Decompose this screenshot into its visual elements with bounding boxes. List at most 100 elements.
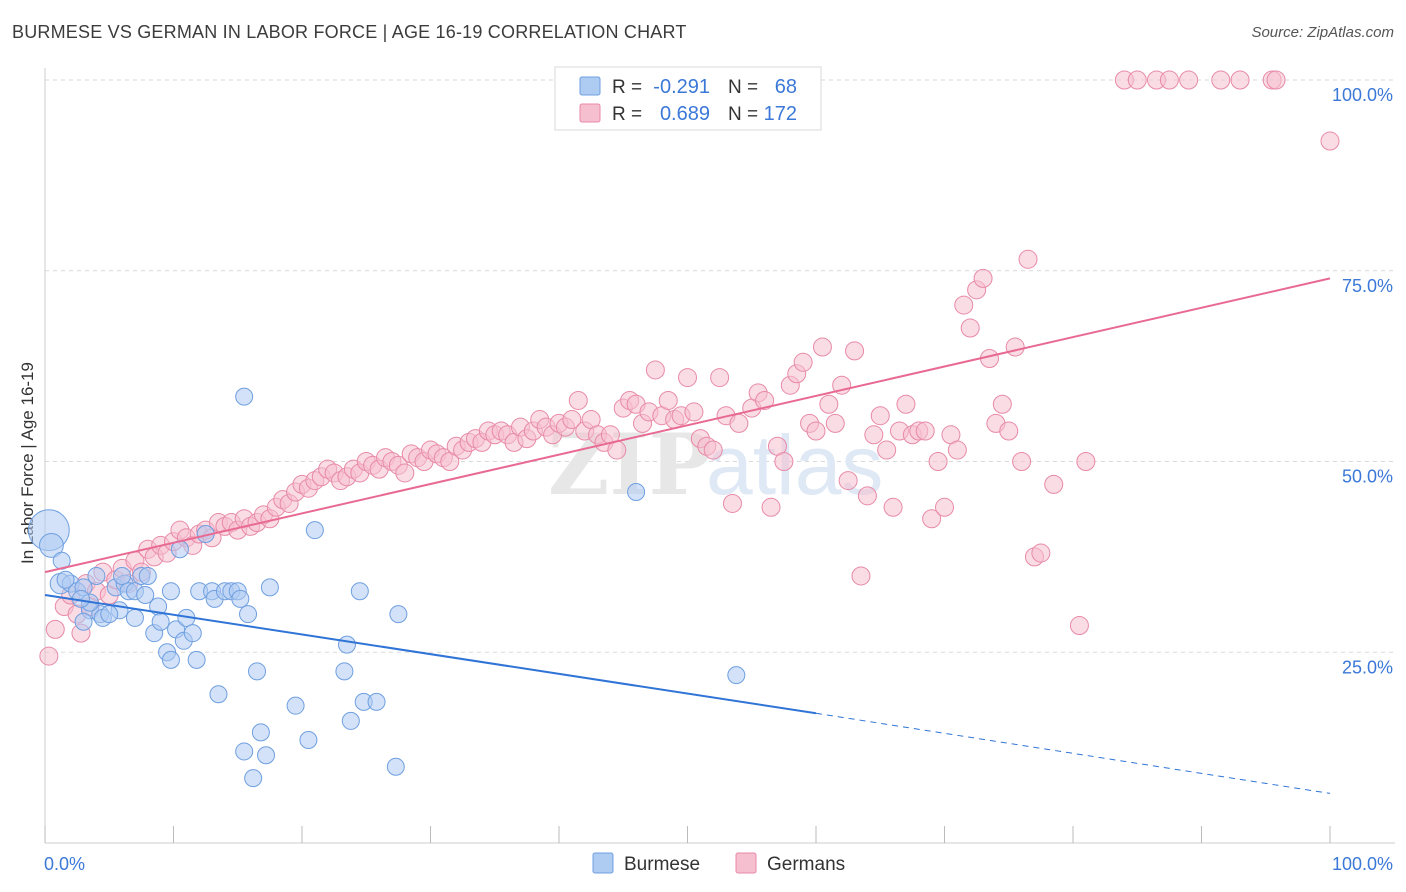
germans-point <box>1230 70 1250 90</box>
germans-point <box>960 318 980 338</box>
burmese-trend-extension <box>815 712 1331 794</box>
germans-point <box>1127 70 1147 90</box>
germans-point <box>1069 616 1089 636</box>
germans-point <box>1044 474 1064 494</box>
axes <box>44 68 1395 844</box>
legend-swatch-germans <box>579 103 601 123</box>
germans-point <box>793 352 813 372</box>
germans-point <box>684 402 704 422</box>
burmese-point <box>136 586 155 605</box>
tick-labels: 25.0% 50.0% 75.0% 100.0% 0.0% 100.0% <box>44 85 1393 874</box>
germans-point <box>954 295 974 315</box>
germans-point <box>838 471 858 491</box>
burmese-point <box>39 533 64 558</box>
germans-point <box>645 360 665 380</box>
y-tick-label: 75.0% <box>1342 276 1393 296</box>
burmese-point <box>286 696 305 715</box>
burmese-point <box>187 650 206 669</box>
germans-point <box>928 452 948 471</box>
burmese-point <box>138 566 157 585</box>
germans-point <box>1266 70 1286 90</box>
legend-r-label: R = <box>612 77 642 98</box>
germans-point <box>1320 131 1340 151</box>
germans-point <box>845 341 865 361</box>
burmese-trend-line <box>44 594 817 715</box>
germans-point <box>992 394 1012 414</box>
y-tick-label: 100.0% <box>1332 85 1393 105</box>
legend: R = -0.291 N = 68 R = 0.689 N = 172 <box>554 66 822 131</box>
legend-r-value: -0.291 <box>653 76 710 98</box>
germans-point <box>819 394 839 414</box>
germans-point <box>999 421 1019 441</box>
germans-point <box>825 413 845 433</box>
burmese-point <box>56 570 75 589</box>
germans-trend-line <box>44 277 1331 574</box>
germans-point <box>761 497 781 517</box>
burmese-point <box>305 521 324 540</box>
bottom-legend-swatch-germans <box>735 852 757 874</box>
germans-point <box>39 646 59 666</box>
burmese-point <box>235 742 254 761</box>
burmese-points <box>27 387 746 788</box>
burmese-point <box>125 608 144 627</box>
germans-point <box>870 406 890 426</box>
x-tick-label-max: 100.0% <box>1332 854 1393 874</box>
burmese-point <box>231 589 250 608</box>
germans-point <box>877 440 897 460</box>
legend-swatch-burmese <box>579 76 601 96</box>
chart-title: BURMESE VS GERMAN IN LABOR FORCE | AGE 1… <box>12 22 687 42</box>
germans-point <box>658 390 678 410</box>
burmese-point <box>113 566 132 585</box>
germans-point <box>806 421 826 441</box>
germans-point <box>922 509 942 529</box>
burmese-point <box>183 624 202 643</box>
trend-lines <box>44 277 1331 794</box>
burmese-point <box>341 711 360 730</box>
germans-point <box>851 566 871 586</box>
germans-point <box>973 268 993 288</box>
source-label: Source: ZipAtlas.com <box>1251 24 1394 41</box>
legend-n-value: 68 <box>775 76 797 98</box>
germans-point <box>1005 337 1025 357</box>
germans-point <box>812 337 832 357</box>
burmese-point <box>151 612 170 631</box>
legend-n-label: N = <box>728 77 758 98</box>
burmese-point <box>627 483 646 502</box>
burmese-point <box>389 605 408 624</box>
legend-r-value: 0.689 <box>660 103 710 125</box>
burmese-point <box>727 666 746 685</box>
burmese-point <box>100 605 119 624</box>
germans-point <box>722 493 742 513</box>
grid-lines <box>45 79 1395 653</box>
burmese-point <box>209 685 228 704</box>
germans-point <box>395 463 415 483</box>
y-tick-label: 25.0% <box>1342 657 1393 677</box>
burmese-point <box>161 582 180 601</box>
germans-point <box>678 368 697 388</box>
germans-point <box>774 452 794 471</box>
burmese-point <box>248 662 267 681</box>
germans-point <box>857 486 877 506</box>
bottom-legend-swatch-burmese <box>592 852 614 874</box>
x-tick-label-min: 0.0% <box>44 854 85 874</box>
legend-n-label: N = <box>728 104 758 125</box>
germans-point <box>1159 70 1179 90</box>
burmese-point <box>239 605 258 624</box>
germans-point <box>1031 543 1051 563</box>
burmese-point <box>74 612 93 631</box>
burmese-point <box>386 757 405 776</box>
germans-point <box>896 394 916 414</box>
burmese-point <box>244 769 263 788</box>
germans-point <box>1179 70 1199 90</box>
germans-points <box>39 70 1340 666</box>
legend-n-value: 172 <box>764 103 797 125</box>
germans-point <box>947 440 967 460</box>
burmese-point <box>350 582 369 601</box>
burmese-point <box>367 692 386 711</box>
burmese-point <box>87 566 106 585</box>
bottom-legend-label-burmese: Burmese <box>624 854 700 875</box>
germans-point <box>755 390 775 410</box>
germans-point <box>703 440 723 460</box>
germans-point <box>935 497 954 517</box>
